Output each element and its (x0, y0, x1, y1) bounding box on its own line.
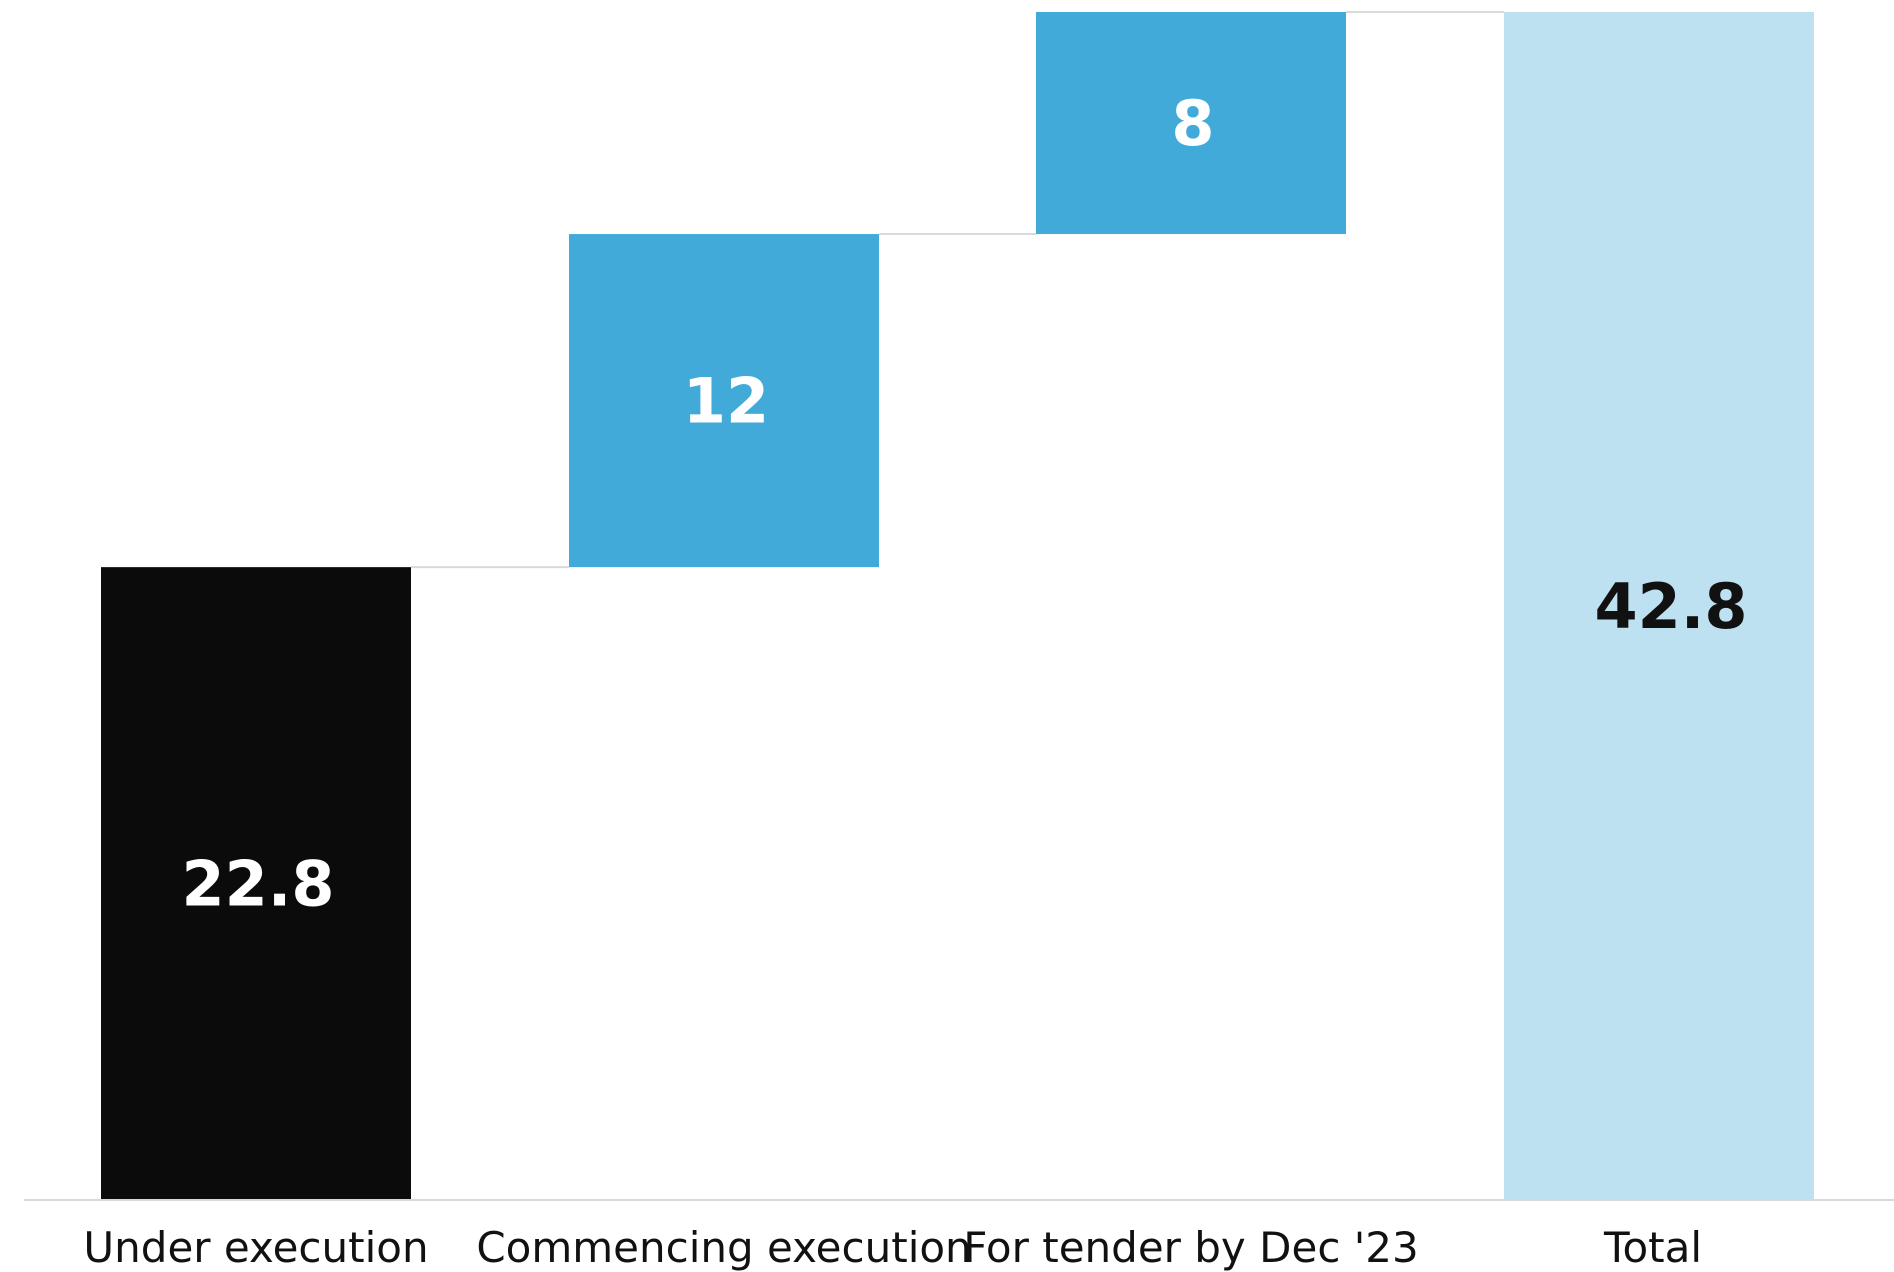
value-label-3: 42.8 (1595, 570, 1748, 643)
bar-0 (101, 567, 411, 1200)
value-label-2: 8 (1171, 87, 1214, 160)
category-label-3: Total (1603, 1223, 1702, 1272)
category-label-2: For tender by Dec '23 (963, 1223, 1419, 1272)
bar-2 (1036, 12, 1346, 235)
value-labels-group: 22.8 12 8 42.8 (182, 87, 1748, 921)
bars-group (101, 12, 1814, 1200)
category-label-0: Under execution (83, 1223, 428, 1272)
value-label-0: 22.8 (182, 848, 335, 921)
bar-1 (569, 234, 879, 568)
connector-lines (411, 11, 1504, 569)
value-label-1: 12 (683, 365, 769, 438)
bar-3 (1504, 12, 1814, 1200)
category-label-1: Commencing execution (476, 1223, 971, 1272)
